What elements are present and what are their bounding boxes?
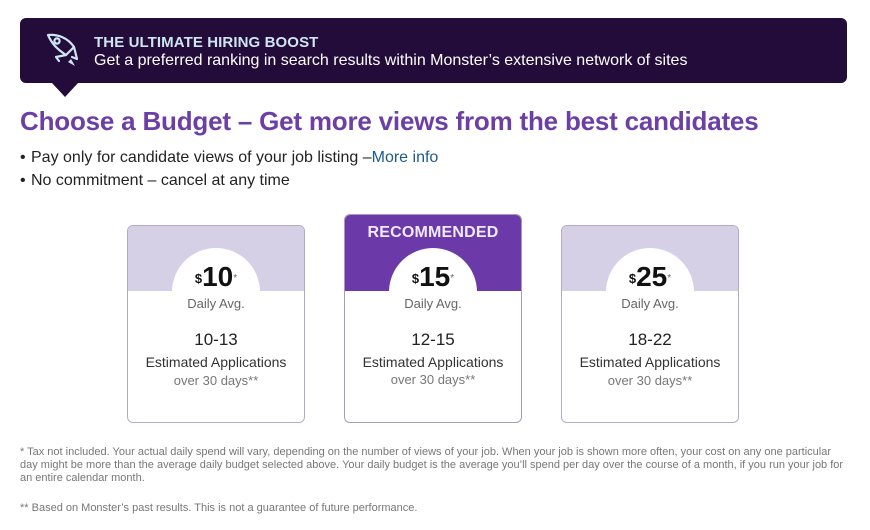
banner-pointer	[52, 83, 78, 97]
benefit-list: • Pay only for candidate views of your j…	[20, 146, 438, 192]
estimated-applications-label: Estimated Applications	[579, 354, 721, 370]
estimated-applications-label: Estimated Applications	[362, 354, 504, 370]
results-footnote: ** Based on Monster’s past results. This…	[20, 502, 418, 514]
currency-symbol: $	[628, 271, 637, 286]
budget-option-25[interactable]: $25* Daily Avg. 18-22 Estimated Applicat…	[561, 225, 739, 423]
price-amount: 15	[419, 261, 451, 292]
price-circle	[172, 248, 260, 336]
applications-range: 10-13	[194, 330, 238, 349]
banner-title: THE ULTIMATE HIRING BOOST	[94, 34, 319, 51]
budget-option-15[interactable]: RECOMMENDED $15* Daily Avg. 12-15 Estima…	[344, 214, 522, 423]
price-circle	[389, 248, 477, 336]
price-amount: 10	[202, 261, 234, 292]
page-title: Choose a Budget – Get more views from th…	[20, 106, 759, 136]
period-label: over 30 days**	[607, 373, 693, 388]
estimated-applications-label: Estimated Applications	[145, 354, 287, 370]
period-label: over 30 days**	[390, 372, 476, 387]
period-label: over 30 days**	[173, 373, 259, 388]
price-circle	[606, 248, 694, 336]
benefit-text: Pay only for candidate views of your job…	[31, 149, 372, 166]
price: $15*	[345, 262, 521, 292]
benefit-item: • Pay only for candidate views of your j…	[20, 146, 438, 169]
currency-symbol: $	[411, 271, 420, 286]
benefit-text: No commitment – cancel at any time	[31, 172, 290, 189]
applications-range: 12-15	[411, 330, 455, 349]
tax-footnote: * Tax not included. Your actual daily sp…	[20, 446, 844, 484]
rocket-icon	[46, 33, 79, 66]
budget-option-10[interactable]: $10* Daily Avg. 10-13 Estimated Applicat…	[127, 225, 305, 423]
applications-range: 18-22	[628, 330, 672, 349]
bullet-icon: •	[20, 172, 26, 189]
price: $10*	[128, 262, 304, 292]
price: $25*	[562, 262, 738, 292]
more-info-link[interactable]: More info	[371, 149, 439, 166]
banner-subtitle: Get a preferred ranking in search result…	[94, 52, 688, 69]
benefit-item: • No commitment – cancel at any time	[20, 169, 438, 192]
tax-asterisk: *	[667, 273, 672, 284]
hiring-boost-banner: THE ULTIMATE HIRING BOOST Get a preferre…	[20, 18, 847, 83]
daily-avg-label: Daily Avg.	[404, 296, 462, 311]
recommended-badge: RECOMMENDED	[367, 224, 499, 241]
daily-avg-label: Daily Avg.	[187, 296, 245, 311]
bullet-icon: •	[20, 149, 26, 166]
price-amount: 25	[636, 261, 668, 292]
daily-avg-label: Daily Avg.	[621, 296, 679, 311]
currency-symbol: $	[194, 271, 203, 286]
tax-asterisk: *	[450, 273, 455, 284]
tax-asterisk: *	[233, 273, 238, 284]
